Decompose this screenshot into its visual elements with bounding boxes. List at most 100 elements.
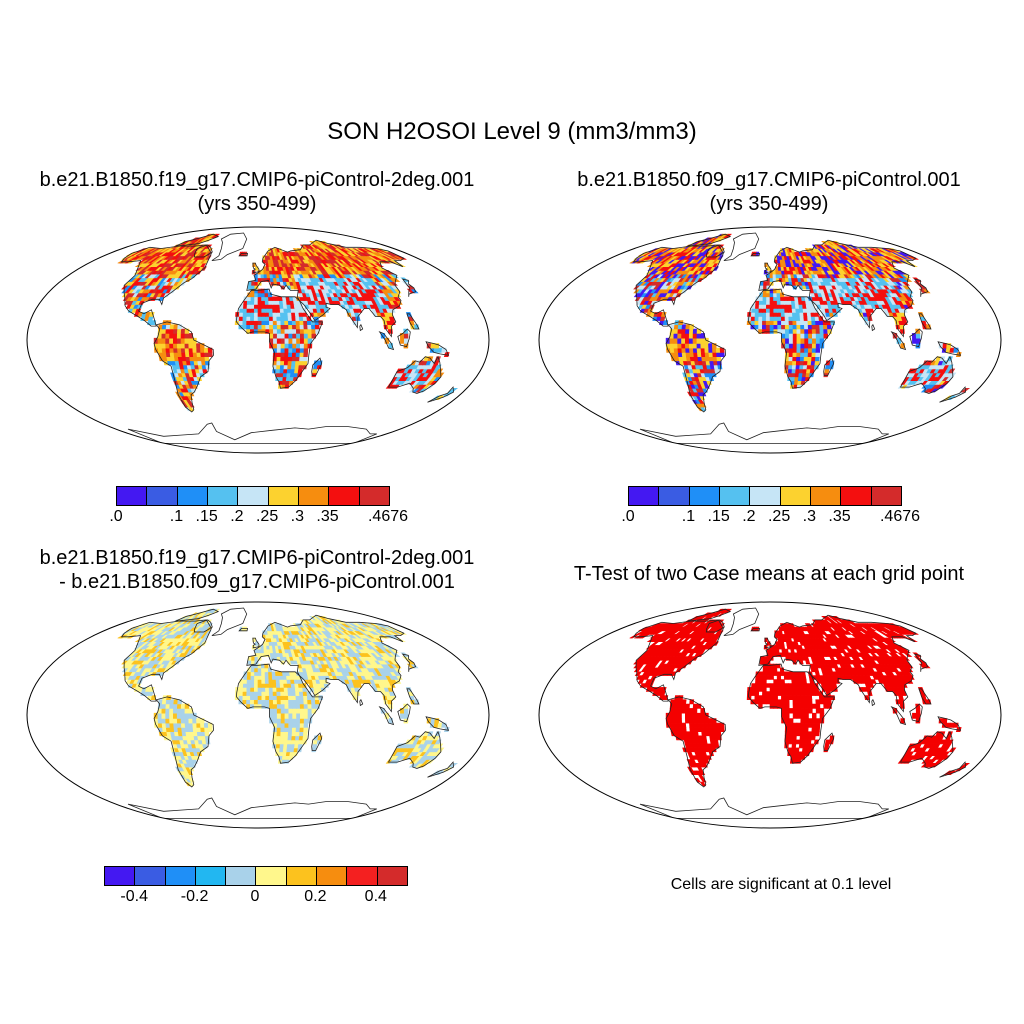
land-grid-cell — [165, 712, 170, 719]
land-grid-cell — [257, 320, 263, 325]
land-grid-cell — [766, 281, 771, 286]
land-grid-cell — [249, 324, 255, 330]
land-grid-cell — [295, 722, 301, 728]
land-grid-cell — [762, 308, 767, 313]
land-grid-cell — [299, 722, 305, 728]
land-grid-cell — [261, 675, 266, 680]
land-grid-cell — [176, 708, 182, 714]
land-grid-cell — [288, 328, 293, 334]
map-boundary — [26, 226, 490, 454]
land-grid-cell — [673, 333, 679, 339]
land-grid-cell — [257, 312, 262, 317]
land-grid-cell — [276, 320, 282, 325]
land-grid-cell — [250, 292, 255, 298]
land-grid-cell — [781, 328, 786, 334]
land-grid-cell — [207, 727, 213, 732]
land-grid-cell — [242, 320, 247, 325]
land-grid-cell — [246, 308, 252, 313]
land-grid-cell — [257, 308, 262, 313]
land-grid-cell — [795, 316, 801, 321]
land-grid-cell — [288, 727, 293, 732]
panel-2-title-line2: (yrs 350-499) — [709, 193, 829, 215]
panel-3-title-line2: - b.e21.B1850.f09_g17.CMIP6-piControl.00… — [59, 571, 455, 593]
land-grid-cell — [251, 656, 256, 661]
land-grid-cell — [272, 316, 278, 321]
land-grid-cell — [804, 343, 809, 349]
land-grid-cell — [804, 337, 809, 344]
land-grid-cell — [268, 312, 274, 317]
colorbar-swatch — [719, 487, 751, 505]
land-grid-cell — [147, 691, 154, 696]
land-grid-cell — [696, 352, 702, 357]
land-grid-cell — [288, 347, 293, 353]
land-grid-cell — [677, 333, 682, 339]
land-grid-cell — [785, 343, 790, 349]
land-grid-cell — [765, 324, 771, 330]
coastline-sri-lanka — [871, 323, 876, 332]
land-grid-cell — [192, 722, 198, 728]
land-grid-cell — [247, 296, 252, 301]
land-grid-cell — [287, 695, 293, 700]
land-grid-cell — [685, 337, 690, 344]
land-grid-cell — [261, 292, 266, 298]
land-grid-cell — [273, 712, 278, 719]
land-grid-cell — [247, 659, 252, 665]
land-grid-cell — [254, 683, 259, 688]
land-grid-cell — [280, 320, 286, 325]
land-grid-cell — [819, 333, 825, 339]
land-grid-cell — [269, 708, 274, 714]
land-grid-cell — [792, 324, 798, 330]
land-grid-cell — [299, 699, 305, 705]
land-grid-cell — [177, 722, 182, 728]
coastline-japan — [401, 278, 417, 297]
land-grid-cell — [172, 718, 178, 724]
land-grid-cell — [157, 343, 163, 349]
land-grid-cell — [811, 343, 817, 349]
land-grid-cell — [261, 683, 266, 688]
coastline-baffin — [705, 244, 725, 258]
land-grid-cell — [207, 352, 213, 357]
land-grid-cell — [302, 731, 308, 737]
coastline-south-america — [665, 321, 726, 413]
land-grid-cell — [295, 731, 301, 737]
land-grid-cell — [776, 304, 782, 309]
land-grid-cell — [253, 316, 259, 321]
land-grid-cell — [176, 333, 182, 339]
colorbar-swatch — [268, 487, 299, 505]
coastline-new-guinea — [937, 341, 962, 356]
land-grid-cell — [291, 731, 297, 737]
land-grid-cell — [288, 699, 293, 705]
land-grid-cell — [276, 316, 282, 321]
land-grid-cell — [177, 347, 182, 353]
land-grid-cell — [299, 727, 305, 732]
land-grid-cell — [788, 333, 794, 339]
land-grid-cell — [254, 308, 259, 313]
land-grid-cell — [769, 292, 774, 298]
land-grid-cell — [280, 718, 286, 724]
land-grid-cell — [254, 296, 259, 301]
coastline-iceland — [238, 252, 248, 257]
land-grid-cell — [784, 328, 790, 334]
land-grid-cell — [804, 328, 809, 334]
land-grid-cell — [257, 296, 262, 301]
land-grid-cell — [758, 320, 763, 325]
land-grid-cell — [196, 347, 201, 353]
land-grid-cell — [257, 324, 263, 330]
land-grid-cell — [291, 320, 297, 325]
colorbar-swatch — [750, 487, 781, 505]
land-grid-cell — [254, 663, 259, 669]
land-grid-cell — [685, 324, 691, 330]
colorbar-swatch — [659, 487, 690, 505]
land-grid-cell — [161, 718, 167, 724]
land-grid-cell — [762, 312, 767, 317]
panel-3-title-line1: b.e21.B1850.f19_g17.CMIP6-piControl-2deg… — [39, 547, 475, 569]
land-grid-cell — [184, 722, 190, 728]
land-grid-cell — [302, 356, 308, 362]
land-grid-cell — [261, 296, 266, 301]
land-grid-cell — [811, 324, 817, 330]
land-grid-cell — [299, 695, 305, 700]
land-grid-cell — [688, 337, 694, 344]
land-grid-cell — [284, 328, 290, 334]
coastline-iceland — [750, 252, 760, 257]
land-grid-cell — [306, 691, 312, 696]
